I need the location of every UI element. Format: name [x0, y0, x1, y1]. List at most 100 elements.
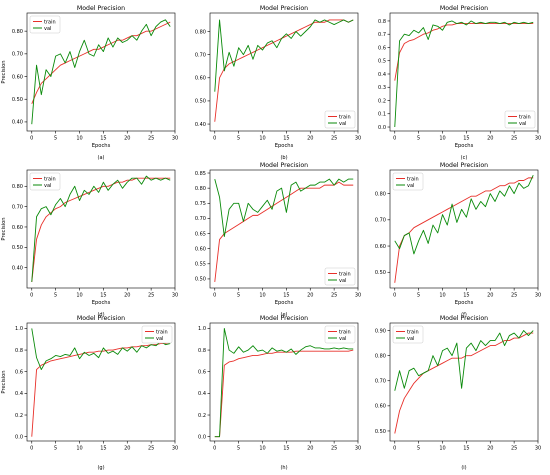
x-tick-label: 5	[237, 293, 240, 299]
y-tick-label: 0.65	[195, 231, 206, 237]
series-line-val	[31, 328, 171, 370]
x-tick-label: 30	[535, 446, 541, 452]
x-tick-label: 5	[417, 446, 420, 452]
chart-title: Model Precision	[77, 5, 125, 12]
legend-box	[324, 110, 356, 129]
x-axis-label: Epochs	[455, 300, 474, 306]
legend-label-val: val	[44, 26, 51, 32]
x-tick-label: 10	[76, 446, 82, 452]
x-tick-label: 10	[259, 136, 265, 142]
chart-title: Model Precision	[260, 5, 308, 12]
legend-box	[141, 325, 173, 344]
panel-caption: (c)	[461, 155, 468, 161]
panel-caption: (g)	[97, 465, 104, 471]
y-tick-label: 0.1	[378, 112, 386, 118]
x-tick-label: 30	[172, 446, 178, 452]
x-tick-label: 15	[283, 136, 289, 142]
y-tick-label: 0.50	[12, 245, 23, 251]
x-tick-label: 10	[439, 293, 445, 299]
plot-frame	[26, 12, 176, 132]
x-tick-label: 0	[393, 446, 396, 452]
x-tick-label: 20	[307, 446, 313, 452]
y-tick-label: 0.85	[195, 171, 206, 177]
series-line-val	[394, 175, 534, 255]
panel-caption: (h)	[280, 465, 287, 471]
legend-label-train: train	[339, 114, 351, 120]
x-tick-label: 25	[148, 446, 154, 452]
legend-box	[324, 325, 356, 344]
x-axis-label: Epochs	[92, 143, 111, 149]
y-tick-label: 0.2	[378, 98, 386, 104]
x-tick-label: 10	[439, 446, 445, 452]
series-line-val	[31, 19, 171, 125]
y-tick-label: 0.60	[375, 404, 386, 410]
x-tick-label: 0	[30, 446, 33, 452]
x-axis-label: Epochs	[275, 300, 294, 306]
y-tick-label: 0.60	[12, 74, 23, 80]
chart-panel-2: Model Precision 0 5 10 15 20 25 30 0.40 0.50 0.60 0…	[195, 5, 361, 161]
x-tick-label: 25	[511, 446, 517, 452]
x-tick-label: 20	[487, 136, 493, 142]
x-tick-label: 25	[511, 136, 517, 142]
y-tick-label: 0.80	[375, 191, 386, 197]
y-tick-label: 0.4	[15, 391, 23, 397]
legend-label-train: train	[339, 329, 351, 335]
x-tick-label: 0	[30, 136, 33, 142]
x-tick-label: 30	[355, 136, 361, 142]
y-tick-label: 0.40	[12, 120, 23, 126]
x-tick-label: 15	[100, 293, 106, 299]
x-tick-label: 10	[259, 293, 265, 299]
y-tick-label: 0.80	[195, 29, 206, 35]
x-axis-label: Epochs	[275, 143, 294, 149]
chart-title: Model Precision	[260, 162, 308, 169]
y-axis-label: Precision	[1, 370, 7, 393]
legend-label-train: train	[407, 329, 419, 335]
y-tick-label: 0.80	[375, 353, 386, 359]
y-tick-label: 0.40	[195, 122, 206, 128]
y-tick-label: 0.50	[195, 99, 206, 105]
y-tick-label: 0.90	[375, 328, 386, 334]
y-tick-label: 0.60	[375, 244, 386, 250]
x-tick-label: 20	[124, 293, 130, 299]
legend-box	[392, 172, 424, 191]
series-line-train	[394, 332, 534, 434]
legend-label-val: val	[519, 121, 526, 127]
x-tick-label: 20	[307, 293, 313, 299]
plot-frame	[209, 12, 359, 132]
panel-caption: (b)	[280, 155, 287, 161]
y-tick-label: 0.60	[12, 225, 23, 231]
y-tick-label: 0.2	[15, 413, 23, 419]
series-line-train	[214, 349, 354, 438]
legend-box	[29, 15, 61, 34]
panel-caption: (f)	[461, 312, 467, 318]
x-tick-label: 5	[54, 293, 57, 299]
legend-label-train: train	[44, 19, 56, 25]
y-tick-label: 0.0	[198, 434, 206, 440]
x-tick-label: 25	[511, 293, 517, 299]
x-tick-label: 10	[439, 136, 445, 142]
x-tick-label: 15	[463, 446, 469, 452]
series-line-val	[31, 175, 171, 282]
chart-title: Model Precision	[440, 315, 488, 322]
x-tick-label: 20	[487, 446, 493, 452]
y-tick-label: 0.70	[12, 52, 23, 58]
y-tick-label: 0.8	[378, 19, 386, 25]
y-tick-label: 0.2	[198, 413, 206, 419]
legend-label-val: val	[156, 336, 163, 342]
y-tick-label: 0.3	[378, 85, 386, 91]
legend-label-val: val	[44, 183, 51, 189]
chart-panel-1: Model Precision 0 5 10 15 20 25 30 0.40 0.50 0.60 0…	[1, 5, 178, 161]
chart-title: Model Precision	[77, 315, 125, 322]
y-tick-label: 0.80	[195, 186, 206, 192]
legend-box	[504, 110, 536, 129]
y-tick-label: 0.6	[378, 45, 386, 51]
series-line-train	[214, 181, 354, 283]
x-tick-label: 0	[393, 136, 396, 142]
legend-label-val: val	[339, 121, 346, 127]
panel-caption: (i)	[461, 465, 466, 471]
chart-panel-4: 0 5 10 15 20 25 30 0.40 0.50 0.60 0.70 0.80 Epochs Pr…	[1, 169, 178, 318]
